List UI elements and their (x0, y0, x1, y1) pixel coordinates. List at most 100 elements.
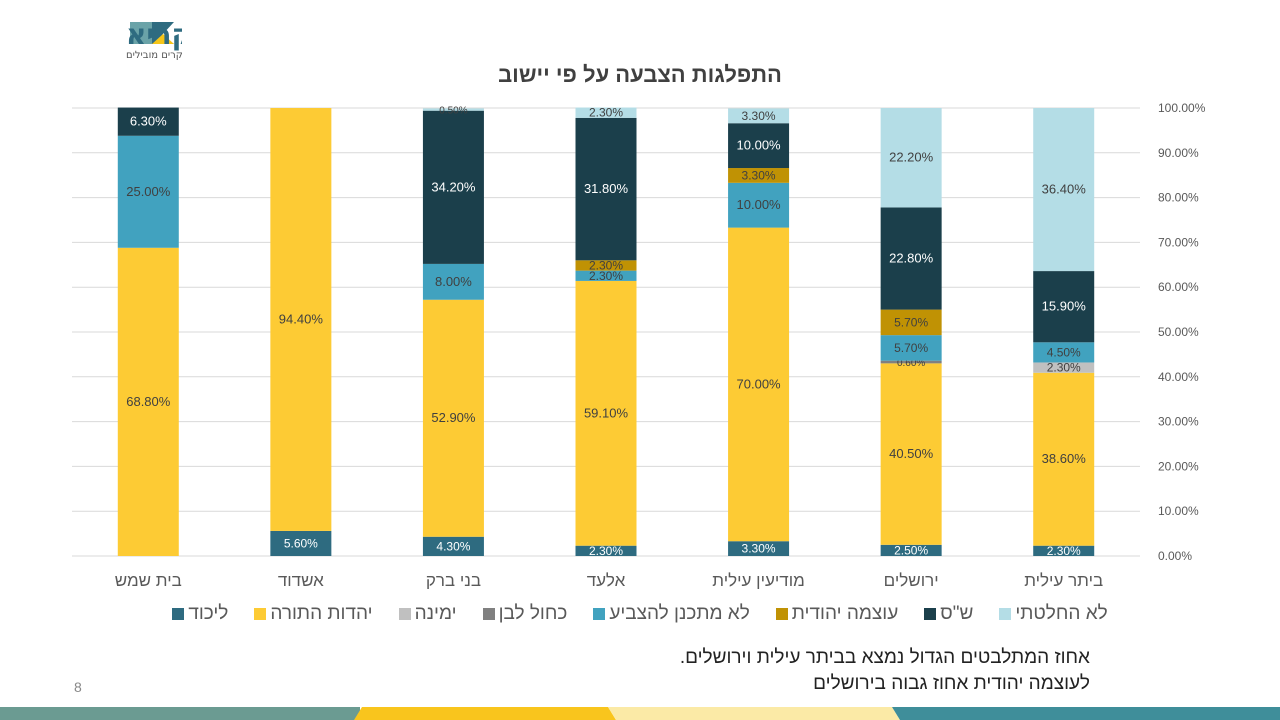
x-tick-label: ירושלים (884, 571, 939, 590)
data-label: 2.30% (589, 269, 623, 283)
bar-segment (880, 108, 942, 208)
y-tick-label: 50.00% (1158, 325, 1199, 339)
legend-label: כחול לבן (498, 603, 568, 624)
data-label: 59.10% (584, 405, 629, 420)
bar-segment (880, 360, 942, 364)
bar-segment (728, 182, 790, 228)
bar-segment (575, 260, 637, 271)
data-label: 2.30% (1047, 544, 1081, 558)
svg-text:סוקרים מובילים: סוקרים מובילים (126, 50, 182, 61)
data-label: 2.30% (589, 106, 623, 120)
y-tick-label: 20.00% (1158, 459, 1199, 473)
data-label: 15.90% (1042, 299, 1087, 314)
data-label: 31.80% (584, 181, 629, 196)
y-tick-label: 90.00% (1158, 146, 1199, 160)
stacked-bar-chart: 0.00% 10.00% 20.00% 30.00% 40.00% 50.00% 60.00… (72, 101, 1206, 590)
note-line: לעוצמה יהודית אחוז גבוה בירושלים (813, 673, 1090, 694)
bar-segment (422, 299, 484, 537)
data-label: 22.80% (889, 251, 934, 266)
data-label: 2.30% (1047, 361, 1081, 375)
note-line: אחוז המתלבטים הגדול נמצא בביתר עילית ויר… (679, 647, 1090, 668)
bar-segment (728, 227, 790, 542)
bar-segment (575, 270, 637, 281)
bar-segment (270, 530, 332, 556)
data-label: 52.90% (431, 410, 476, 425)
legend-item: יהדות התורה (254, 603, 373, 625)
page-number: 8 (74, 679, 82, 695)
legend-label: ימינה (414, 603, 457, 624)
bar-segment (1033, 108, 1095, 272)
data-label: 36.40% (1042, 182, 1087, 197)
bar-segment (1033, 362, 1095, 373)
bar-segment (1033, 271, 1095, 343)
data-label: 3.30% (742, 168, 776, 182)
legend-label: לא החלטתי (1015, 603, 1108, 624)
x-tick-label: אלעד (587, 571, 626, 590)
bar-segment (1033, 545, 1095, 556)
bar-segment (728, 168, 790, 183)
data-label: 22.20% (889, 150, 934, 165)
bar-segment (575, 117, 637, 261)
legend-label: ליכוד (188, 603, 229, 624)
bar-segment (575, 280, 637, 546)
x-tick-label: בית שמש (115, 571, 182, 590)
y-tick-label: 0.00% (1158, 549, 1192, 563)
data-label: 10.00% (737, 197, 782, 212)
data-label: 94.40% (279, 311, 324, 326)
legend-swatch (593, 608, 606, 620)
legend-label: לא מתכנן להצביע (609, 603, 750, 624)
bar-segment (880, 544, 942, 556)
data-label: 68.80% (126, 394, 171, 409)
legend-item: ליכוד (172, 603, 228, 625)
legend-swatch (172, 608, 185, 620)
y-tick-label: 100.00% (1158, 101, 1206, 115)
data-label: 5.70% (894, 315, 928, 329)
bar-segment (728, 541, 790, 556)
legend-label: יהדות התורה (270, 603, 373, 624)
bar-segment (422, 536, 484, 556)
data-label: 0.60% (897, 358, 925, 369)
data-label: 5.60% (284, 536, 318, 550)
bar-segment (728, 108, 790, 124)
data-label: 38.60% (1042, 451, 1087, 466)
y-tick-label: 60.00% (1158, 280, 1199, 294)
legend-item: ימינה (398, 603, 457, 625)
data-label: 2.30% (589, 544, 623, 558)
bar-segment (880, 363, 942, 545)
y-tick-label: 30.00% (1158, 415, 1199, 429)
legend-item: כחול לבן (482, 603, 568, 625)
legend-swatch (775, 608, 788, 620)
bar-segment (880, 309, 942, 336)
legend-swatch (924, 608, 937, 620)
legend-item: לא החלטתי (999, 603, 1108, 625)
bar-segment (880, 207, 942, 310)
data-label: 25.00% (126, 184, 171, 199)
data-label: 70.00% (737, 376, 782, 391)
notes: אחוז המתלבטים הגדול נמצא בביתר עילית ויר… (680, 645, 1090, 697)
bar-segment (1033, 372, 1095, 546)
legend: ליכוד יהדות התורה ימינה כחול לבן לא מתכנן לה… (150, 603, 1130, 625)
y-tick-label: 70.00% (1158, 235, 1199, 249)
bar-segment (575, 107, 637, 118)
footer-stripes (0, 707, 1280, 720)
data-label: 4.30% (436, 539, 470, 553)
data-label: 5.70% (894, 341, 928, 355)
data-label: 10.00% (737, 138, 782, 153)
legend-swatch (482, 608, 495, 620)
data-label: 4.50% (1047, 345, 1081, 359)
bar-segment (422, 263, 484, 300)
y-tick-label: 10.00% (1158, 504, 1199, 518)
data-label: 0.50% (439, 106, 467, 117)
bar-segment (117, 135, 179, 248)
data-label: 2.50% (894, 543, 928, 557)
data-label: 6.30% (130, 114, 167, 129)
bar-segment (422, 108, 484, 111)
data-label: 3.30% (742, 542, 776, 556)
chart-title: התפלגות הצבעה על פי יישוב (498, 62, 782, 87)
bar-segment (1033, 342, 1095, 363)
data-label: 34.20% (431, 179, 476, 194)
legend-label: ש"ס (940, 603, 974, 624)
data-label: 40.50% (889, 446, 934, 461)
legend-item: לא מתכנן להצביע (593, 603, 750, 625)
legend-swatch (999, 608, 1012, 620)
